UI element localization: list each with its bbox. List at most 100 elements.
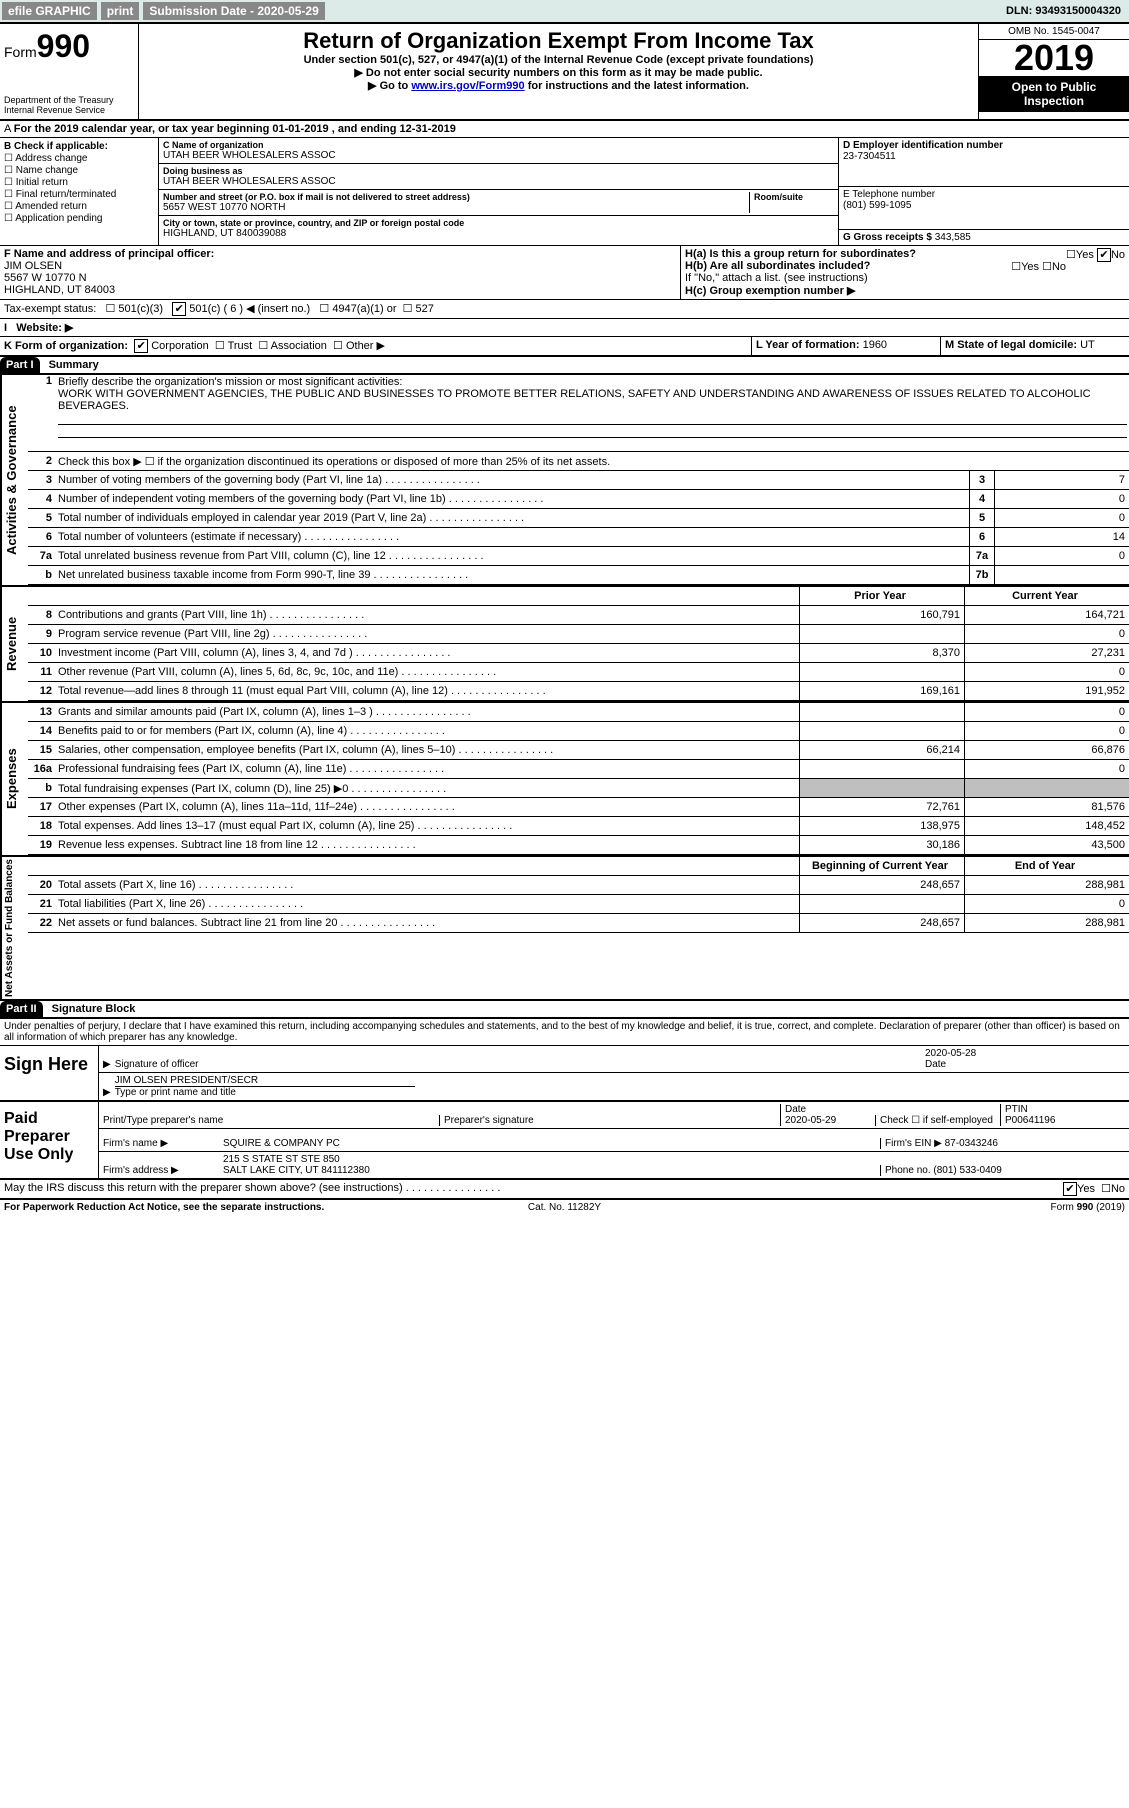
current-year-val: 0 (964, 663, 1129, 681)
taxexempt-cell: Tax-exempt status: ☐ 501(c)(3) 501(c) ( … (0, 300, 1129, 318)
table-row: 8 Contributions and grants (Part VIII, l… (28, 606, 1129, 625)
te-501c: 501(c) ( 6 ) ◀ (insert no.) (189, 303, 310, 315)
line-text: Net unrelated business taxable income fr… (56, 568, 969, 582)
current-year-val: 0 (964, 722, 1129, 740)
pt-date-cell: Date 2020-05-29 (780, 1104, 875, 1126)
line-box: 5 (969, 509, 994, 527)
current-year-val: 66,876 (964, 741, 1129, 759)
line-num: 18 (28, 820, 56, 832)
state-domicile: UT (1080, 339, 1095, 351)
table-row: 13 Grants and similar amounts paid (Part… (28, 703, 1129, 722)
sign-here-block: Sign Here Signature of officer 2020-05-2… (0, 1046, 1129, 1102)
entity-block: B Check if applicable: ☐ Address change … (0, 138, 1129, 246)
line-text: Salaries, other compensation, employee b… (56, 743, 799, 757)
current-year-val: 0 (964, 760, 1129, 778)
dba-row: Doing business as UTAH BEER WHOLESALERS … (159, 164, 838, 190)
line-text: Total number of individuals employed in … (56, 511, 969, 525)
print-button[interactable]: print (101, 2, 140, 20)
k-label: K Form of organization: (4, 340, 128, 352)
form-number: Form990 (4, 28, 134, 65)
line-text: Benefits paid to or for members (Part IX… (56, 724, 799, 738)
table-row: b Total fundraising expenses (Part IX, c… (28, 779, 1129, 798)
b-opt-3: ☐ Final return/terminated (4, 189, 154, 200)
city-row: City or town, state or province, country… (159, 216, 838, 241)
h-b: H(b) Are all subordinates included? ☐Yes… (685, 260, 1125, 272)
efile-button[interactable]: efile GRAPHIC (2, 2, 97, 20)
firm-name-line: Firm's name ▶ SQUIRE & COMPANY PC Firm's… (99, 1129, 1129, 1152)
firm-name: SQUIRE & COMPANY PC (223, 1138, 880, 1149)
line-num: 4 (28, 493, 56, 505)
website-text: Website: ▶ (16, 322, 73, 334)
k-trust: Trust (228, 340, 253, 352)
paid-preparer-right: Print/Type preparer's name Preparer's si… (99, 1102, 1129, 1178)
line-num: 3 (28, 474, 56, 486)
te-501c-checkbox[interactable] (172, 302, 186, 316)
addr-row: Number and street (or P.O. box if mail i… (159, 190, 838, 216)
sidetab-exp: Expenses (0, 703, 28, 855)
line-num: 13 (28, 706, 56, 718)
line-text: Total expenses. Add lines 13–17 (must eq… (56, 819, 799, 833)
rev-section: Revenue Prior Year Current Year 8 Contri… (0, 587, 1129, 703)
section-h: H(a) Is this a group return for subordin… (681, 246, 1129, 299)
prior-year-val: 248,657 (799, 876, 964, 894)
instructions-link[interactable]: www.irs.gov/Form990 (411, 80, 524, 92)
line-val: 7 (994, 471, 1129, 489)
firm-phone: (801) 533-0409 (933, 1165, 1001, 1176)
e-label: E Telephone number (843, 189, 1125, 200)
sig-date-cell: 2020-05-28 Date (925, 1048, 1125, 1070)
org-name-row: C Name of organization UTAH BEER WHOLESA… (159, 138, 838, 164)
table-row: 16a Professional fundraising fees (Part … (28, 760, 1129, 779)
form-header: Form990 Department of the Treasury Inter… (0, 24, 1129, 121)
sidetab-na: Net Assets or Fund Balances (0, 857, 28, 999)
subtitle-2: ▶ Do not enter social security numbers o… (143, 66, 974, 79)
line-val: 0 (994, 547, 1129, 565)
footer-center: Cat. No. 11282Y (378, 1202, 752, 1213)
firm-ein: 87-0343246 (945, 1138, 998, 1149)
sidetab-rev: Revenue (0, 587, 28, 701)
table-row: 7a Total unrelated business revenue from… (28, 547, 1129, 566)
cy-header: Current Year (964, 587, 1129, 605)
ha-yes: Yes (1076, 249, 1094, 261)
firm-ein-label: Firm's EIN ▶ (885, 1138, 942, 1149)
table-row: 21 Total liabilities (Part X, line 26) 0 (28, 895, 1129, 914)
f-h-row: F Name and address of principal officer:… (0, 246, 1129, 300)
firm-addr-cell: 215 S STATE ST STE 850 SALT LAKE CITY, U… (223, 1154, 880, 1176)
phone-label: Phone no. (885, 1165, 931, 1176)
table-row: 15 Salaries, other compensation, employe… (28, 741, 1129, 760)
b-label: B Check if applicable: (4, 141, 154, 152)
discuss-row: May the IRS discuss this return with the… (0, 1180, 1129, 1199)
line-text: Revenue less expenses. Subtract line 18 … (56, 838, 799, 852)
line-box: 4 (969, 490, 994, 508)
na-hdr: Beginning of Current Year End of Year (28, 857, 1129, 876)
line-box: 6 (969, 528, 994, 546)
submission-date-label: Submission Date - 2020-05-29 (143, 2, 324, 20)
l-label: L Year of formation: (756, 339, 860, 351)
line-num: 21 (28, 898, 56, 910)
firm-addr-line: Firm's address ▶ 215 S STATE ST STE 850 … (99, 1152, 1129, 1178)
line-num: 15 (28, 744, 56, 756)
prior-year-val: 169,161 (799, 682, 964, 700)
line-num: 17 (28, 801, 56, 813)
self-emp-label: Check ☐ if self-employed (875, 1115, 1000, 1126)
officer-name: JIM OLSEN (4, 260, 676, 272)
discuss-yes-checkbox[interactable] (1063, 1182, 1077, 1196)
rev-lines: Prior Year Current Year 8 Contributions … (28, 587, 1129, 701)
table-row: 9 Program service revenue (Part VIII, li… (28, 625, 1129, 644)
section-g: G Gross receipts $ 343,585 (839, 230, 1129, 245)
prior-year-val: 138,975 (799, 817, 964, 835)
prior-year-val: 160,791 (799, 606, 964, 624)
sub3-b: for instructions and the latest informat… (525, 80, 749, 92)
city-label: City or town, state or province, country… (163, 218, 834, 228)
line-2: 2 Check this box ▶ ☐ if the organization… (28, 452, 1129, 471)
part2-title: Signature Block (46, 1003, 136, 1015)
form-prefix: Form (4, 44, 37, 60)
line-num: 6 (28, 531, 56, 543)
ha-no-checkbox[interactable] (1097, 248, 1111, 262)
room-label: Room/suite (754, 192, 834, 202)
line-text: Other expenses (Part IX, column (A), lin… (56, 800, 799, 814)
officer-addr1: 5567 W 10770 N (4, 272, 676, 284)
line-num: 14 (28, 725, 56, 737)
k-corp-checkbox[interactable] (134, 339, 148, 353)
table-row: 22 Net assets or fund balances. Subtract… (28, 914, 1129, 933)
line-val: 0 (994, 490, 1129, 508)
